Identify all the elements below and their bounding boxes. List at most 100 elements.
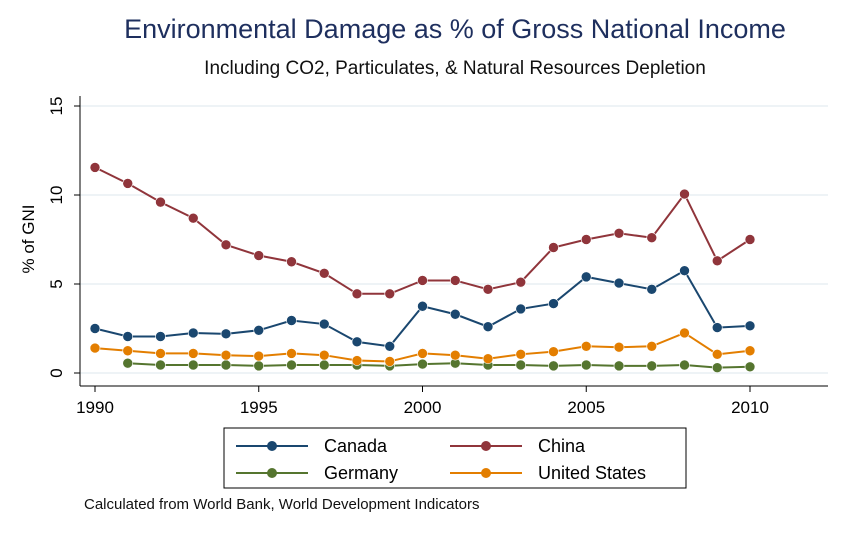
data-point bbox=[449, 349, 461, 361]
data-point bbox=[318, 268, 330, 279]
data-point bbox=[711, 255, 723, 267]
series-china bbox=[89, 162, 756, 300]
data-point bbox=[679, 327, 690, 339]
data-point bbox=[744, 361, 756, 373]
x-tick-label: 1990 bbox=[76, 398, 114, 417]
x-tick-label: 2000 bbox=[404, 398, 442, 417]
legend-item: Canada bbox=[236, 436, 388, 456]
series-canada bbox=[89, 265, 756, 352]
chart-subtitle: Including CO2, Particulates, & Natural R… bbox=[204, 58, 706, 79]
data-point bbox=[122, 178, 134, 189]
data-point bbox=[417, 348, 428, 359]
x-tick-label: 2010 bbox=[731, 398, 769, 417]
data-point bbox=[679, 265, 690, 276]
data-point bbox=[122, 345, 134, 357]
y-axis-label: % of GNI bbox=[19, 205, 38, 274]
data-point bbox=[449, 275, 461, 286]
data-point bbox=[89, 323, 101, 334]
plot-area bbox=[80, 96, 828, 386]
data-point bbox=[155, 359, 166, 371]
x-tick-label: 1995 bbox=[240, 398, 278, 417]
data-point bbox=[155, 348, 166, 359]
legend-box bbox=[223, 427, 687, 489]
data-point bbox=[155, 196, 166, 208]
chart-title: Environmental Damage as % of Gross Natio… bbox=[124, 14, 786, 44]
data-point bbox=[220, 239, 232, 251]
data-point bbox=[646, 360, 658, 372]
data-point bbox=[646, 340, 658, 352]
legend-item: Germany bbox=[236, 463, 398, 483]
data-point bbox=[122, 331, 134, 342]
data-point bbox=[711, 322, 723, 333]
grid-lines bbox=[80, 96, 828, 386]
data-point bbox=[351, 336, 363, 348]
data-point bbox=[449, 308, 461, 320]
data-point bbox=[89, 342, 101, 354]
data-point bbox=[220, 349, 232, 361]
data-point bbox=[417, 358, 428, 370]
data-point bbox=[384, 288, 396, 300]
legend-swatch-marker bbox=[267, 468, 277, 478]
data-point bbox=[286, 315, 297, 326]
data-point bbox=[679, 188, 690, 200]
data-point bbox=[744, 345, 756, 357]
data-point bbox=[646, 232, 658, 244]
data-point bbox=[187, 327, 199, 339]
series-united-states bbox=[89, 327, 756, 367]
data-point bbox=[220, 328, 232, 340]
data-point bbox=[122, 357, 134, 369]
data-point bbox=[580, 359, 592, 371]
data-point bbox=[548, 242, 559, 253]
data-point bbox=[515, 359, 527, 371]
data-point bbox=[89, 162, 101, 173]
data-point bbox=[646, 284, 658, 295]
legend-label: United States bbox=[538, 463, 646, 483]
data-point bbox=[515, 276, 527, 288]
data-point bbox=[220, 359, 232, 371]
data-point bbox=[515, 349, 527, 360]
data-point bbox=[482, 321, 494, 333]
legend-item: China bbox=[450, 436, 586, 456]
data-point bbox=[744, 234, 756, 245]
legend-swatch-marker bbox=[481, 441, 491, 451]
data-point bbox=[187, 212, 199, 224]
data-point bbox=[351, 288, 363, 300]
data-point bbox=[744, 320, 756, 332]
data-point bbox=[286, 256, 297, 268]
data-point bbox=[580, 271, 592, 283]
data-point bbox=[679, 359, 690, 371]
data-point bbox=[384, 356, 396, 367]
data-point bbox=[253, 250, 265, 261]
data-point bbox=[417, 300, 428, 312]
data-point bbox=[515, 303, 527, 315]
data-point bbox=[318, 318, 330, 330]
source-caption: Calculated from World Bank, World Develo… bbox=[84, 496, 480, 513]
data-point bbox=[548, 360, 559, 372]
data-point bbox=[613, 227, 625, 239]
data-point bbox=[286, 348, 297, 359]
data-point bbox=[580, 340, 592, 352]
legend-swatch-marker bbox=[481, 468, 491, 478]
data-point bbox=[253, 324, 265, 336]
data-point bbox=[155, 331, 166, 342]
data-point bbox=[548, 346, 559, 357]
data-point bbox=[711, 349, 723, 360]
data-point bbox=[253, 350, 265, 362]
data-point bbox=[548, 298, 559, 309]
legend: Canada China Germany United States bbox=[223, 427, 687, 489]
series-line bbox=[127, 362, 751, 369]
y-tick-label: 10 bbox=[47, 186, 66, 205]
data-point bbox=[417, 275, 428, 286]
data-point bbox=[711, 362, 723, 373]
y-tick-label: 15 bbox=[47, 97, 66, 116]
data-point bbox=[482, 284, 494, 295]
data-point bbox=[187, 359, 199, 371]
legend-label: Germany bbox=[324, 463, 398, 483]
legend-label: China bbox=[538, 436, 586, 456]
data-point bbox=[384, 340, 396, 352]
legend-label: Canada bbox=[324, 436, 388, 456]
data-point bbox=[613, 277, 625, 289]
y-tick-label: 5 bbox=[47, 279, 66, 288]
